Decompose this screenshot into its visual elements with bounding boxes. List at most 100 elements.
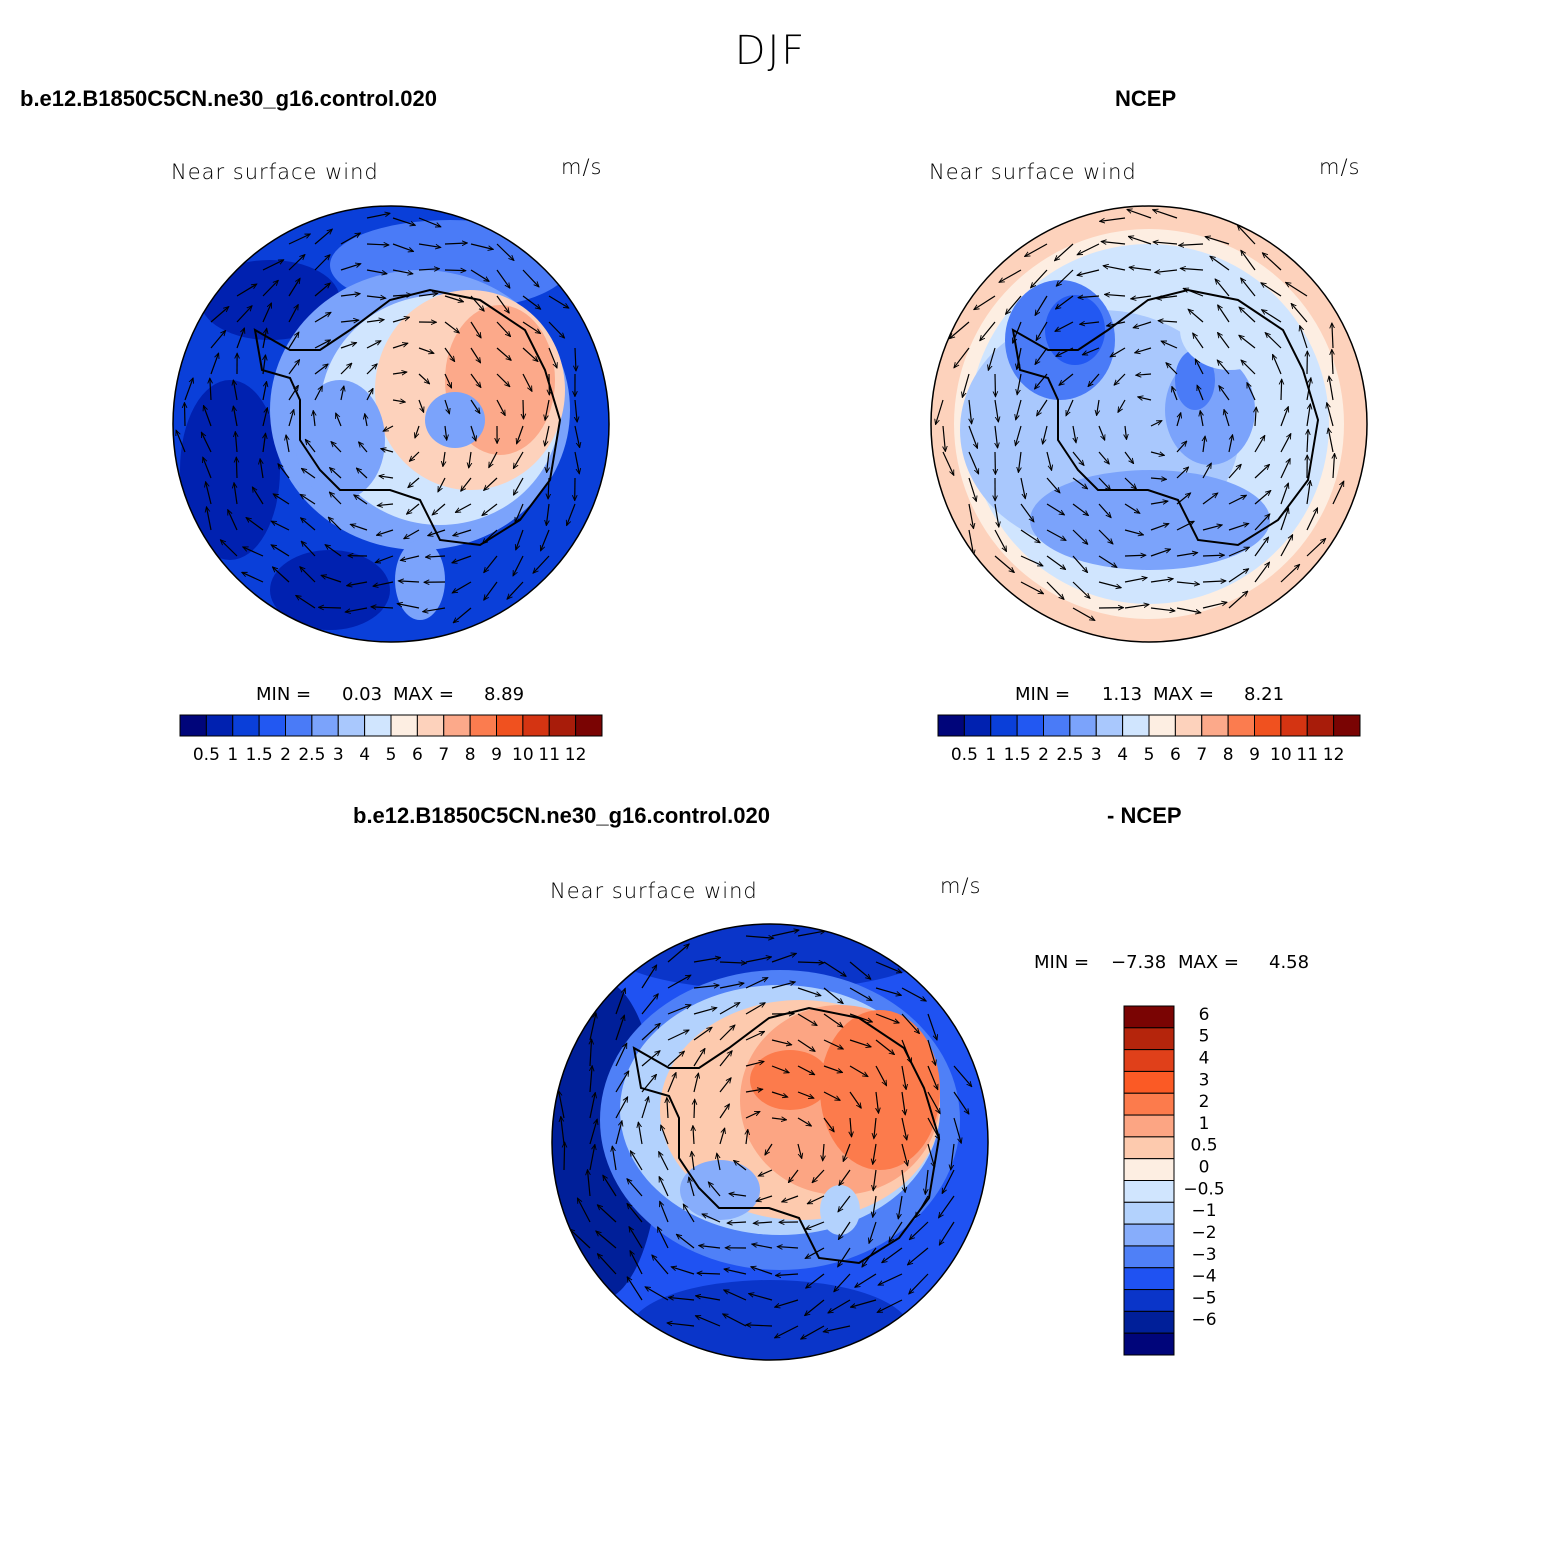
panel2-wind-vector-104: [1150, 420, 1162, 427]
panel3-wind-vector-120: [758, 1169, 773, 1177]
panel1-wind-vector-186: [272, 567, 290, 583]
panel2-wind-vector-192: [1202, 581, 1226, 582]
panel1-wind-vector-158: [206, 507, 212, 531]
panel1-wind-vector-59: [444, 347, 455, 362]
panel1-wind-vector-119: [359, 442, 368, 453]
panel1-wind-vector-4: [314, 229, 332, 245]
panel2-colorbar-tick-9: 7: [1196, 745, 1207, 765]
panel2-min-value: 1.13: [1102, 684, 1143, 705]
panel1-wind-vector-118: [331, 442, 342, 453]
panel3-colorbar-box-11: [1123, 1245, 1175, 1269]
panel2-wind-vector-172: [994, 555, 1014, 573]
panel3-wind-vector-158: [570, 1229, 591, 1249]
panel1-wind-vector-69: [314, 364, 328, 375]
panel3-wind-vector-76: [876, 1091, 879, 1113]
panel2-wind-vector-185: [1020, 581, 1044, 595]
panel3-wind-vector-20: [849, 987, 872, 1001]
panel3-wind-vector-156: [909, 1221, 929, 1240]
panel2-colorbar-tick-12: 10: [1270, 745, 1292, 765]
panel1-wind-vector-2: [418, 217, 441, 227]
panel3-wind-vector-124: [873, 1169, 876, 1191]
panel1-wind-vector-136: [408, 477, 420, 488]
panel1-wind-vector-121: [409, 451, 420, 461]
panel1-wind-vector-161: [271, 520, 290, 531]
panel1-colorbar-tick-13: 11: [538, 745, 560, 765]
panel3-wind-vector-45: [823, 1039, 843, 1050]
panel2-wind-vector-186: [1046, 581, 1064, 599]
panel3-wind-vector-50: [590, 1039, 592, 1067]
panel1-wind-vector-129: [236, 457, 237, 479]
panel3-wind-vector-54: [693, 1048, 705, 1067]
panel2-colorbar-tick-7: 5: [1144, 745, 1155, 765]
panel2-colorbar-box-5: [1069, 714, 1097, 737]
panel2-wind-vector-123: [1228, 435, 1233, 453]
panel3-wind-vector-137: [807, 1195, 825, 1205]
panel2-wind-vector-117: [1072, 451, 1084, 465]
panel1-wind-vector-147: [300, 494, 316, 505]
panel1-colorbar-tick-7: 5: [386, 745, 397, 765]
panel1-wind-vector-123: [469, 451, 471, 468]
panel2-wind-vector-26: [1055, 295, 1074, 309]
panel2-wind-vector-191: [1176, 582, 1199, 584]
panel1-wind-vector-183: [512, 555, 524, 576]
panel2-wind-vector-158: [968, 529, 974, 555]
panel3-wind-vector-162: [676, 1234, 695, 1249]
panel2-wind-vector-23: [974, 295, 996, 310]
panel1-wind-vector-199: [371, 607, 394, 608]
panel1-wind-vector-131: [278, 464, 290, 479]
panel1-colorbar: 0.5 1 1.5 2 2.5 3 4 5 6 7 8 9 10 11 12: [179, 714, 603, 765]
panel1-wind-vector-39: [288, 305, 299, 323]
panel2-title: Near surface wind: [929, 160, 1137, 184]
panel2-wind-vector-9: [1179, 244, 1204, 245]
panel2-wind-vector-139: [1254, 464, 1270, 479]
panel2-max-label: MAX =: [1153, 684, 1214, 705]
panel3-wind-vector-92: [874, 1117, 876, 1139]
panel3-colorbar-box-6: [1123, 1136, 1175, 1160]
panel2-colorbar-box-0: [937, 714, 965, 737]
panel1-wind-vector-35: [548, 295, 569, 308]
panel3-wind-vector-117: [692, 1151, 694, 1171]
diff-case-label: b.e12.B1850C5CN.ne30_g16.control.020: [353, 803, 770, 828]
panel2-wind-vector-176: [1098, 555, 1117, 567]
panel3-wind-vector-160: [629, 1227, 643, 1249]
panel3-wind-vector-73: [797, 1091, 814, 1098]
panel3-border: [551, 923, 989, 1361]
panel3-wind-vector-166: [777, 1247, 799, 1248]
panel1-wind-vector-187: [300, 567, 316, 583]
panel1-colorbar-tick-4: 2.5: [298, 745, 325, 765]
panel3-wind-vector-65: [590, 1066, 592, 1093]
panel2-colorbar: 0.5 1 1.5 2 2.5 3 4 5 6 7 8 9 10 11 12: [937, 714, 1361, 765]
panel1-wind-vector-46: [470, 321, 481, 338]
panel2-wind-vector-136: [1176, 467, 1189, 479]
panel3-wind-vector-35: [927, 1013, 937, 1040]
panel1-colorbar-box-13: [522, 714, 550, 737]
panel3-wind-vector-75: [849, 1091, 861, 1108]
panel2-wind-vector-200: [1176, 607, 1201, 613]
panel3-wind-vector-155: [889, 1221, 903, 1242]
panel1-wind-vector-190: [373, 581, 394, 586]
panel1-wind-vector-8: [418, 243, 441, 247]
panel3-colorbar-box-8: [1123, 1180, 1175, 1203]
panel2-wind-vector-40: [1055, 321, 1074, 332]
panel3-wind-vector-191: [775, 1299, 799, 1307]
panel1-wind-vector-68: [288, 360, 300, 375]
panel2-wind-vector-47: [1239, 307, 1256, 323]
left-case-label: b.e12.B1850C5CN.ne30_g16.control.020: [20, 86, 437, 111]
panel3-wind-vector-132: [689, 1177, 695, 1197]
panel1-wind-vector-139: [484, 477, 498, 490]
panel2-wind-vector-12: [999, 269, 1022, 282]
panel3-wind-vector-192: [805, 1299, 825, 1316]
panel2-wind-vector-187: [1072, 581, 1090, 598]
panel2-wind-vector-164: [1124, 529, 1144, 535]
panel1-colorbar-box-10: [443, 714, 471, 737]
panel2-colorbar-tick-4: 2.5: [1056, 745, 1083, 765]
panel3-wind-vector-199: [746, 1325, 773, 1326]
panel3-wind-vector-49: [927, 1039, 936, 1065]
panel1-wind-vector-31: [444, 295, 464, 302]
panel3-title: Near surface wind: [550, 879, 758, 903]
panel3-wind-vector-123: [839, 1169, 851, 1186]
panel2-colorbar-box-3: [1016, 714, 1044, 737]
panel2-wind-vector-58: [1161, 340, 1178, 349]
panel1-wind-vector-134: [356, 468, 368, 479]
panel2-wind-vector-180: [1202, 555, 1224, 556]
